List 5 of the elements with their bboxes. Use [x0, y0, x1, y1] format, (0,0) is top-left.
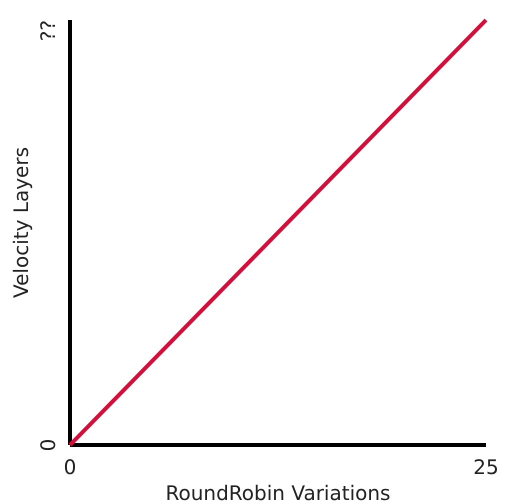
- y-axis-title: Velocity Layers: [9, 147, 33, 298]
- x-tick-label: 25: [473, 455, 499, 479]
- text: ??: [36, 20, 60, 42]
- text: 0: [36, 438, 60, 452]
- x-axis-title: RoundRobin Variations: [166, 481, 390, 504]
